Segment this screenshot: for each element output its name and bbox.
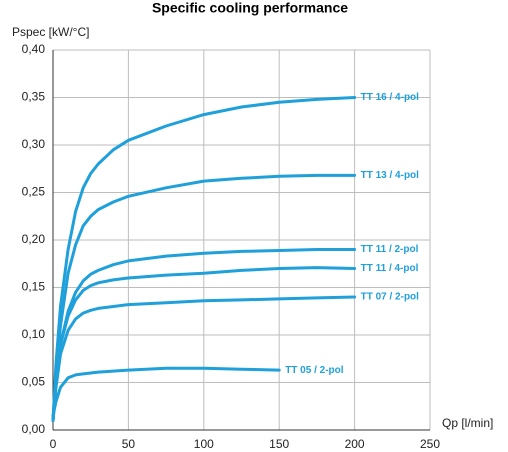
chart-title: Specific cooling performance <box>152 0 348 15</box>
x-axis-label: Qp [l/min] <box>442 416 493 430</box>
y-tick-label: 0,10 <box>22 327 46 341</box>
y-tick-label: 0,00 <box>22 422 46 436</box>
y-tick-label: 0,35 <box>22 90 46 104</box>
x-tick-label: 0 <box>50 437 57 451</box>
x-tick-label: 150 <box>269 437 289 451</box>
series-label: TT 13 / 4-pol <box>361 170 420 181</box>
series-lines <box>51 96 357 422</box>
x-tick-label: 50 <box>122 437 136 451</box>
x-tick-label: 100 <box>194 437 214 451</box>
series-line <box>51 295 357 422</box>
x-tick-label: 250 <box>420 437 440 451</box>
grid <box>53 49 431 430</box>
series-line <box>51 266 357 422</box>
series-label: TT 07 / 2-pol <box>361 292 420 303</box>
series-label: TT 11 / 2-pol <box>361 244 419 255</box>
series-labels: TT 16 / 4-pol TT 13 / 4-pol TT 11 / 2-pol T… <box>285 92 419 376</box>
series-line <box>51 366 281 418</box>
series-line <box>51 96 357 422</box>
axes <box>52 50 430 431</box>
y-tick-label: 0,40 <box>22 42 46 56</box>
y-tick-label: 0,30 <box>22 137 46 151</box>
series-label: TT 16 / 4-pol <box>361 92 420 103</box>
x-tick-label: 200 <box>345 437 365 451</box>
y-tick-label: 0,25 <box>22 185 46 199</box>
y-tick-label: 0,20 <box>22 232 46 246</box>
series-label: TT 05 / 2-pol <box>285 365 344 376</box>
y-axis-label: Pspec [kW/°C] <box>12 25 89 39</box>
y-tick-label: 0,15 <box>22 280 46 294</box>
series-label: TT 11 / 4-pol <box>361 263 419 274</box>
y-tick-label: 0,05 <box>22 375 46 389</box>
tick-labels: 0,00 0,05 0,10 0,15 0,20 0,25 0,30 0,35 0,40 0 50 1… <box>22 42 441 451</box>
series-line <box>51 173 357 422</box>
